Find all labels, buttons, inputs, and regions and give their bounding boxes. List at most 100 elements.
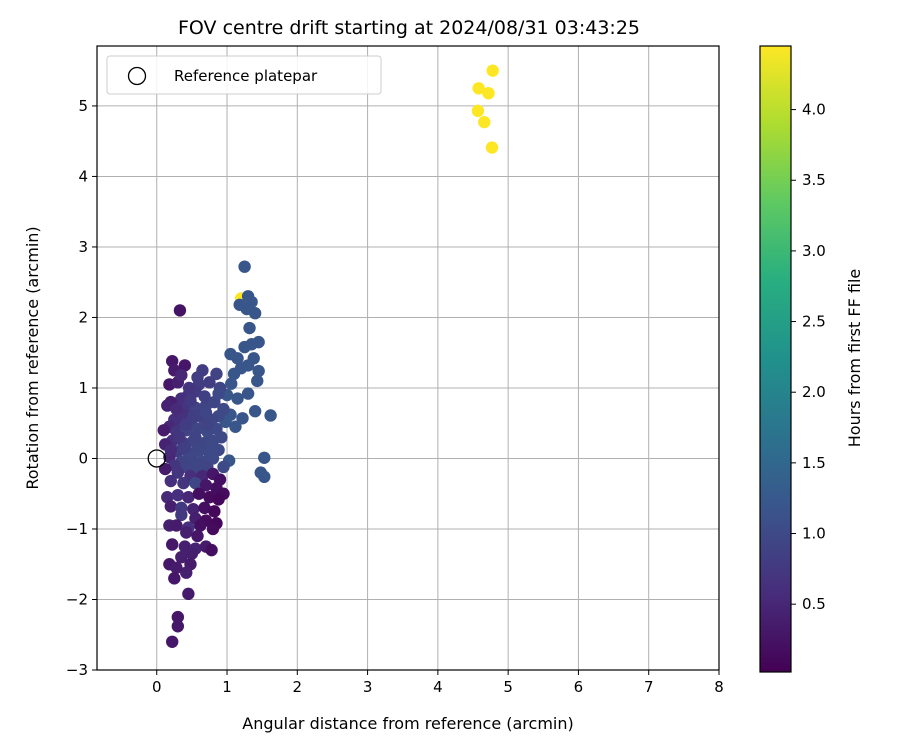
data-point <box>236 412 249 425</box>
data-point <box>191 441 204 455</box>
colorbar <box>759 45 792 673</box>
data-point <box>205 543 218 557</box>
data-point <box>203 376 216 389</box>
x-tick-label: 5 <box>503 678 513 696</box>
data-point <box>486 64 499 77</box>
data-point <box>164 500 177 513</box>
data-point <box>194 519 207 532</box>
data-point <box>175 550 188 564</box>
data-point <box>166 538 179 551</box>
plot-frame <box>96 45 720 671</box>
y-tick-label: 0 <box>78 449 88 467</box>
data-point <box>251 374 264 388</box>
data-point <box>212 387 225 400</box>
x-tick-label: 1 <box>222 678 232 696</box>
colorbar-tick-label: 1.5 <box>802 454 826 472</box>
data-point <box>182 381 196 395</box>
x-tick-label: 6 <box>574 678 584 696</box>
data-point <box>187 409 200 423</box>
data-point <box>240 302 253 316</box>
data-point <box>173 431 186 444</box>
data-point <box>198 390 211 403</box>
colorbar-tick-label: 0.5 <box>802 595 826 613</box>
data-point <box>178 359 192 372</box>
x-axis-ticks: 0 1 2 3 4 5 6 7 8 <box>152 670 724 696</box>
data-point <box>166 635 179 648</box>
data-point <box>217 460 230 474</box>
data-point <box>180 526 193 539</box>
data-point <box>241 387 255 400</box>
data-point <box>170 561 183 574</box>
y-tick-label: −2 <box>66 590 88 608</box>
chart-title: FOV centre drift starting at 2024/08/31 … <box>178 17 640 39</box>
colorbar-tick-label: 1.0 <box>802 525 826 543</box>
data-point <box>258 451 271 464</box>
colorbar-tick-label: 3.5 <box>802 171 826 189</box>
data-point <box>208 505 221 518</box>
data-point <box>182 491 195 504</box>
y-tick-label: 5 <box>78 97 88 115</box>
colorbar-tick-label: 2.5 <box>802 313 826 331</box>
legend-entry-reference-platepar: Reference platepar <box>174 67 318 85</box>
y-tick-label: −1 <box>66 520 88 538</box>
colorbar-ticks: 0.5 1.0 1.5 2.0 2.5 3.0 3.5 4.0 <box>791 101 826 613</box>
legend-box <box>106 55 382 95</box>
data-point <box>170 519 183 532</box>
data-point <box>252 364 265 378</box>
data-point <box>231 392 244 405</box>
data-point <box>189 476 202 490</box>
data-point <box>248 405 262 418</box>
data-point <box>192 487 206 500</box>
data-point <box>482 87 495 100</box>
data-point <box>229 420 242 433</box>
data-point <box>205 439 218 452</box>
y-axis-label: Rotation from reference (arcmin) <box>23 226 42 489</box>
data-point <box>182 587 195 601</box>
y-tick-label: 4 <box>78 167 88 185</box>
data-point <box>225 377 238 390</box>
data-point <box>184 394 197 407</box>
data-point <box>264 409 277 422</box>
data-point <box>157 424 170 437</box>
data-point <box>171 620 185 633</box>
data-point <box>472 82 485 95</box>
data-point <box>177 476 190 490</box>
data-point <box>478 115 491 129</box>
data-point <box>180 418 193 431</box>
data-point <box>199 406 213 419</box>
data-point <box>198 501 211 515</box>
y-axis-ticks: −3 −2 −1 0 1 2 3 4 5 <box>66 97 97 679</box>
data-point <box>243 321 256 335</box>
x-tick-label: 3 <box>363 678 373 696</box>
data-point <box>227 367 241 381</box>
data-point <box>199 479 213 492</box>
data-point <box>212 493 225 506</box>
data-points <box>157 64 499 648</box>
x-tick-label: 2 <box>293 678 303 696</box>
x-axis-label: Angular distance from reference (arcmin) <box>242 714 573 733</box>
legend: Reference platepar <box>106 55 382 95</box>
data-point <box>245 338 258 351</box>
data-point <box>185 547 199 560</box>
data-point <box>164 443 177 457</box>
colorbar-tick-label: 3.0 <box>802 242 826 260</box>
data-point <box>171 466 185 479</box>
colorbar-label: Hours from first FF file <box>845 269 864 448</box>
x-tick-label: 0 <box>152 678 162 696</box>
data-point <box>170 402 183 416</box>
data-point <box>210 367 223 381</box>
y-tick-label: 1 <box>78 379 88 397</box>
data-point <box>485 141 499 154</box>
data-point <box>201 418 214 431</box>
y-tick-label: 2 <box>78 308 88 326</box>
data-point <box>191 371 204 384</box>
colorbar-tick-label: 2.0 <box>802 383 826 401</box>
data-point <box>194 457 207 471</box>
colorbar-tick-label: 4.0 <box>802 101 826 119</box>
data-point <box>175 369 188 382</box>
data-point <box>164 474 177 488</box>
x-tick-label: 8 <box>714 678 724 696</box>
data-point <box>471 104 485 118</box>
x-tick-label: 4 <box>433 678 443 696</box>
